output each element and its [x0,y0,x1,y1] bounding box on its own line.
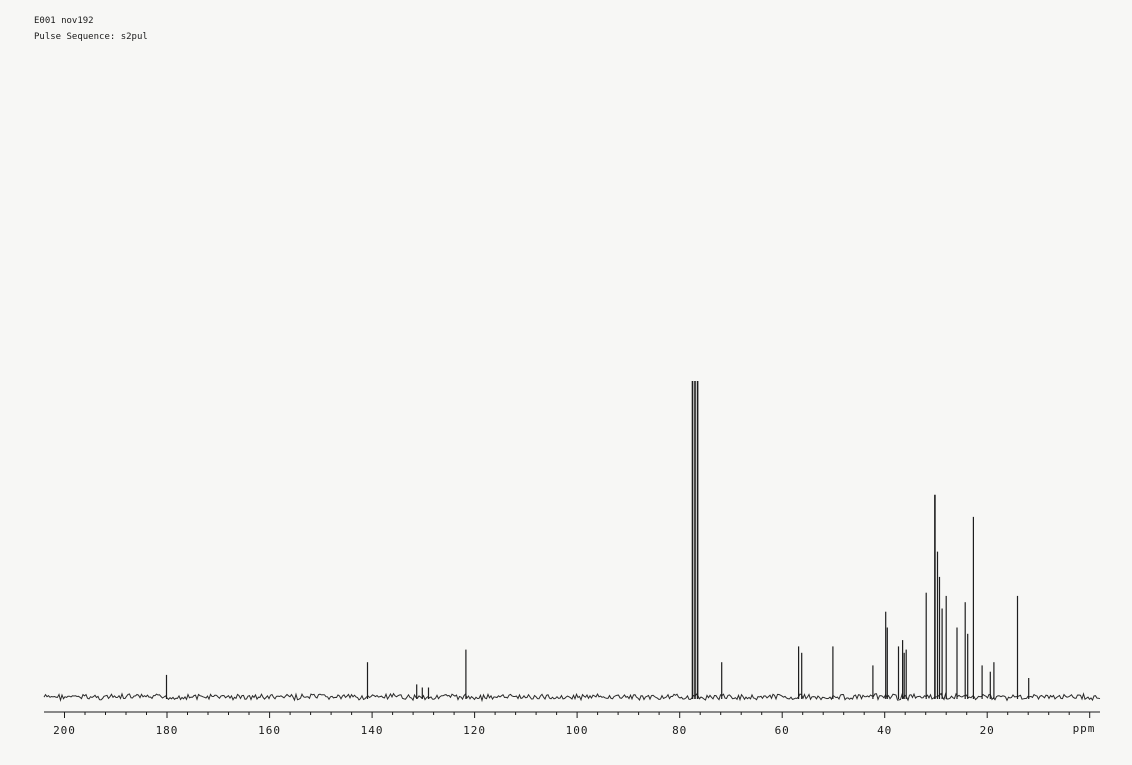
tick-label-160: 160 [258,724,281,737]
x-axis-label: ppm [1073,722,1096,735]
tick-label-180: 180 [156,724,179,737]
tick-label-140: 140 [361,724,384,737]
tick-label-200: 200 [53,724,76,737]
spectrum-peaks [165,381,1030,699]
x-axis: 200 180 160 140 120 100 80 60 40 20 [44,711,1100,737]
tick-label-120: 120 [463,724,486,737]
tick-label-60: 60 [775,724,790,737]
baseline-noise-trace [43,692,1101,703]
tick-label-100: 100 [566,724,589,737]
tick-label-40: 40 [877,724,892,737]
tick-label-80: 80 [672,724,687,737]
spectrum-header: E001 nov192 Pulse Sequence: s2pul [34,13,148,45]
spectrum-baseline [43,692,1101,703]
tick-label-20: 20 [980,724,995,737]
sample-id-label: E001 nov192 [34,16,94,26]
pulse-sequence-label: Pulse Sequence: s2pul [34,32,148,42]
